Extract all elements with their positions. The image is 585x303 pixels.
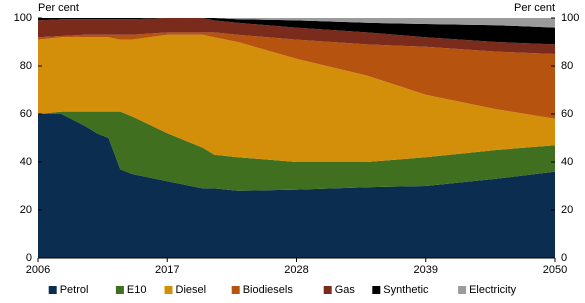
x-tick-label: 2028	[284, 264, 308, 276]
legend-label: E10	[127, 284, 147, 296]
area	[38, 111, 555, 191]
y-tick-label: 80	[20, 60, 32, 72]
y-axis-label: Per cent	[38, 2, 79, 14]
x-tick-label: 2017	[155, 264, 179, 276]
legend-swatch	[458, 286, 467, 294]
y-tick-label: 100	[14, 12, 32, 24]
area	[38, 18, 555, 28]
legend-label: Biodiesels	[243, 284, 294, 296]
y2-tick-label: 20	[561, 204, 573, 216]
y2-tick-label: 100	[561, 12, 579, 24]
area	[38, 32, 555, 119]
x-tick-label: 2039	[414, 264, 438, 276]
y-tick-label: 40	[20, 156, 32, 168]
area	[38, 34, 555, 162]
y-tick-label: 0	[26, 252, 32, 264]
x-tick-label: 2006	[26, 264, 50, 276]
legend-swatch	[48, 286, 57, 294]
area	[38, 114, 555, 258]
legend-swatch	[231, 286, 240, 294]
legend-swatch	[372, 286, 381, 294]
legend-label: Petrol	[60, 284, 89, 296]
x-tick-label: 2050	[543, 264, 567, 276]
y2-tick-label: 80	[561, 60, 573, 72]
y2-tick-label: 60	[561, 108, 573, 120]
legend-swatch	[115, 286, 124, 294]
legend-label: Synthetic	[383, 284, 429, 296]
legend-label: Diesel	[176, 284, 207, 296]
legend-label: Electricity	[469, 284, 517, 296]
y-tick-label: 20	[20, 204, 32, 216]
legend-label: Gas	[335, 284, 356, 296]
legend-swatch	[164, 286, 173, 294]
legend-swatch	[323, 286, 332, 294]
y2-tick-label: 0	[561, 252, 567, 264]
area	[38, 18, 555, 45]
area	[38, 18, 555, 54]
y-tick-label: 60	[20, 108, 32, 120]
y2-axis-label: Per cent	[514, 2, 555, 14]
y2-tick-label: 40	[561, 156, 573, 168]
